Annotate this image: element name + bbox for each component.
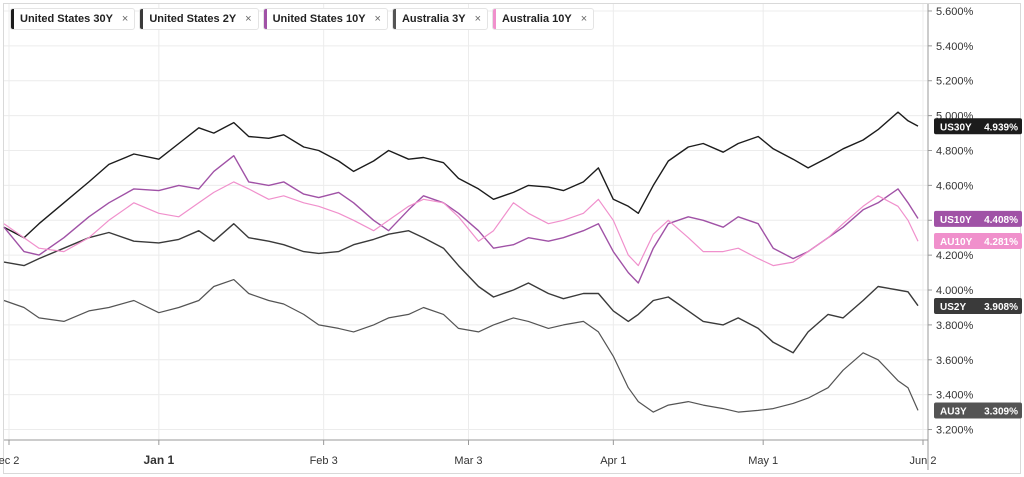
tag-background: [934, 233, 1022, 250]
close-icon[interactable]: ×: [121, 13, 129, 25]
tag-value: 4.939%: [984, 122, 1018, 133]
series-line-au3y: [3, 279, 919, 413]
tag-name: US30Y: [940, 122, 972, 133]
last-value-tag-us2y: US2Y 3.908%: [934, 298, 1022, 315]
legend-label: Australia 3Y: [401, 13, 466, 25]
x-tick-label: Jun 2: [910, 455, 937, 467]
tag-name: AU3Y: [940, 407, 967, 418]
grid: [4, 4, 928, 440]
tag-value: 4.408%: [984, 215, 1018, 226]
tag-name: AU10Y: [940, 237, 973, 248]
last-value-tags: US30Y 4.939% US2Y 3.908% US10Y 4.408% AU3Y 3.30…: [934, 118, 1022, 419]
tag-value: 4.281%: [984, 237, 1018, 248]
legend-chip-us30y[interactable]: United States 30Y ×: [10, 8, 136, 30]
tag-name: US10Y: [940, 215, 972, 226]
y-tick-label: 5.400%: [936, 41, 974, 53]
y-tick-label: 3.600%: [936, 355, 974, 367]
last-value-tag-au10y: AU10Y 4.281%: [934, 233, 1022, 250]
x-tick-label: Mar 3: [454, 455, 482, 467]
legend-chip-us10y[interactable]: United States 10Y ×: [262, 8, 388, 30]
tag-background: [934, 298, 1022, 315]
tag-background: [934, 118, 1022, 135]
tag-background: [934, 210, 1022, 227]
y-tick-label: 4.000%: [936, 285, 974, 297]
y-tick-label: 4.600%: [936, 180, 974, 192]
chart-frame: [3, 3, 1021, 474]
legend-swatch: [140, 9, 144, 29]
y-tick-label: 3.800%: [936, 320, 974, 332]
x-tick-label: ec 2: [0, 455, 19, 467]
legend-swatch: [11, 9, 14, 29]
tag-background: [934, 402, 1022, 419]
legend-chip-au10y[interactable]: Australia 10Y ×: [492, 8, 595, 30]
close-icon[interactable]: ×: [245, 13, 252, 25]
legend-swatch: [263, 9, 267, 29]
legend-label: Australia 10Y: [502, 13, 572, 25]
x-tick-label: Feb 3: [310, 455, 338, 467]
x-tick-label: Apr 1: [600, 455, 626, 467]
legend-chip-us2y[interactable]: United States 2Y ×: [139, 8, 259, 30]
y-tick-label: 3.200%: [936, 425, 974, 437]
y-tick-label: 5.200%: [936, 76, 974, 88]
series-line-us30y: [3, 111, 919, 239]
series-line-au10y: [3, 181, 919, 267]
legend-swatch: [493, 9, 496, 29]
series-line-us10y: [3, 155, 919, 284]
legend-label: United States 10Y: [272, 13, 366, 25]
x-axis: ec 2 Jan 1 Feb 3 Mar 3 Apr 1 May 1 Jun 2: [0, 439, 937, 467]
series-line-us2y: [3, 223, 919, 354]
y-tick-label: 5.600%: [936, 6, 974, 18]
y-tick-label: 4.800%: [936, 145, 974, 157]
legend-label: United States 2Y: [149, 13, 237, 25]
close-icon[interactable]: ×: [474, 13, 481, 25]
tag-value: 3.908%: [984, 302, 1018, 313]
tag-value: 3.309%: [984, 407, 1018, 418]
legend: United States 30Y × United States 2Y × U…: [10, 8, 595, 30]
last-value-tag-us10y: US10Y 4.408%: [934, 210, 1022, 227]
close-icon[interactable]: ×: [374, 13, 381, 25]
y-tick-label: 3.400%: [936, 390, 974, 402]
last-value-tag-au3y: AU3Y 3.309%: [934, 402, 1022, 419]
x-tick-label: May 1: [748, 455, 778, 467]
last-value-tag-us30y: US30Y 4.939%: [934, 118, 1022, 135]
series-lines: [3, 111, 919, 413]
close-icon[interactable]: ×: [580, 13, 588, 25]
y-tick-label: 4.200%: [936, 250, 974, 262]
legend-swatch: [392, 9, 396, 29]
x-tick-label: Jan 1: [143, 453, 174, 467]
tag-name: US2Y: [940, 302, 966, 313]
legend-label: United States 30Y: [20, 13, 113, 25]
legend-chip-au3y[interactable]: Australia 3Y ×: [391, 8, 488, 30]
